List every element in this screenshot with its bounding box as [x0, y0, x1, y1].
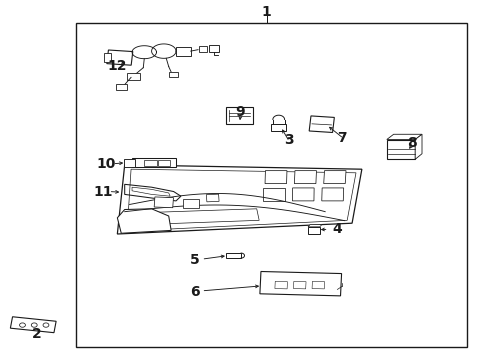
Polygon shape: [209, 45, 219, 52]
Polygon shape: [271, 124, 285, 131]
Polygon shape: [116, 84, 126, 90]
Text: 12: 12: [107, 59, 127, 72]
Polygon shape: [321, 188, 343, 201]
Polygon shape: [263, 188, 284, 201]
Circle shape: [43, 323, 49, 327]
Polygon shape: [131, 209, 259, 225]
Text: 2: 2: [32, 327, 41, 341]
Polygon shape: [308, 116, 334, 132]
Polygon shape: [168, 72, 178, 77]
Polygon shape: [307, 225, 321, 227]
Polygon shape: [259, 271, 341, 296]
Polygon shape: [176, 47, 190, 56]
Polygon shape: [10, 317, 56, 333]
Polygon shape: [106, 50, 133, 65]
Polygon shape: [307, 227, 319, 234]
Circle shape: [31, 323, 37, 327]
Polygon shape: [386, 134, 421, 140]
Polygon shape: [264, 171, 286, 184]
Polygon shape: [124, 159, 135, 167]
Text: 6: 6: [189, 285, 199, 299]
Polygon shape: [292, 188, 313, 201]
Text: 10: 10: [97, 157, 116, 171]
Text: 5: 5: [189, 253, 199, 267]
Polygon shape: [154, 197, 173, 208]
Polygon shape: [117, 165, 361, 234]
Polygon shape: [183, 199, 198, 208]
Polygon shape: [225, 107, 253, 124]
Polygon shape: [294, 171, 316, 184]
Polygon shape: [323, 171, 346, 184]
Polygon shape: [157, 160, 170, 166]
Text: 4: 4: [332, 222, 342, 235]
Polygon shape: [103, 53, 111, 62]
Text: 8: 8: [406, 136, 416, 150]
Polygon shape: [226, 253, 241, 258]
Polygon shape: [127, 73, 140, 80]
Polygon shape: [198, 46, 207, 52]
Polygon shape: [132, 187, 170, 196]
Text: 9: 9: [234, 105, 244, 119]
Polygon shape: [124, 184, 181, 201]
Polygon shape: [144, 160, 156, 166]
Polygon shape: [132, 158, 176, 167]
Polygon shape: [117, 209, 171, 233]
Text: 1: 1: [261, 5, 271, 18]
Text: 3: 3: [283, 134, 293, 147]
Polygon shape: [414, 134, 421, 159]
Bar: [76, 23, 466, 347]
Text: 11: 11: [93, 185, 112, 198]
Polygon shape: [274, 282, 287, 289]
Polygon shape: [293, 282, 305, 289]
Circle shape: [20, 323, 25, 327]
Polygon shape: [386, 140, 414, 159]
Polygon shape: [206, 194, 219, 202]
Text: 7: 7: [337, 131, 346, 144]
Polygon shape: [311, 282, 324, 289]
